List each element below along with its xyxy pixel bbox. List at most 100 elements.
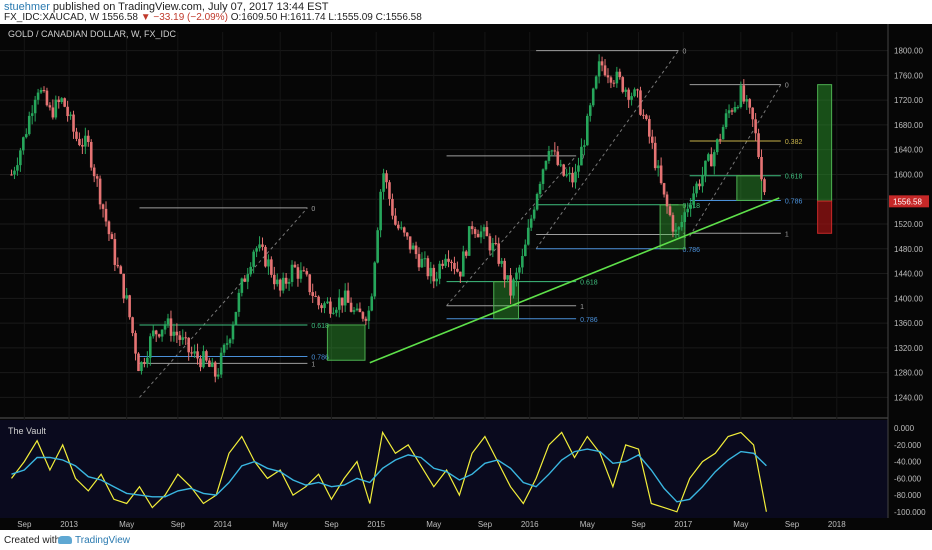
time-tick-label: Sep <box>171 520 186 529</box>
time-tick-label: May <box>580 520 595 529</box>
candle-body <box>562 164 565 176</box>
candle-body <box>258 244 261 249</box>
candle-body <box>627 89 630 100</box>
candle-body <box>340 297 344 306</box>
chart-svg[interactable]: 00.6180.786100.6180.786100.6180.786100.3… <box>0 24 932 530</box>
time-axis-bg <box>0 518 932 530</box>
candle-body <box>751 107 754 120</box>
candle-body <box>757 133 760 157</box>
candle-body <box>715 139 719 153</box>
candle-body <box>721 127 725 140</box>
time-tick-label: 2015 <box>367 520 385 529</box>
candle-body <box>704 160 707 176</box>
candle-body <box>568 172 571 175</box>
candle-body <box>754 119 757 134</box>
price-tick-label: 1280.00 <box>894 369 923 378</box>
candle-body <box>571 172 574 183</box>
candle-body <box>86 135 90 142</box>
candle-body <box>151 330 155 337</box>
candle-body <box>154 330 158 335</box>
candle-body <box>600 61 604 66</box>
candle-body <box>423 258 427 260</box>
candle-body <box>624 89 627 92</box>
candle-body <box>642 114 645 116</box>
candle-body <box>541 169 545 184</box>
candle-body <box>140 362 143 372</box>
candle-body <box>544 160 548 170</box>
candle-body <box>745 99 749 102</box>
candle-body <box>727 110 731 114</box>
candle-body <box>190 352 193 354</box>
candle-body <box>75 131 78 139</box>
candle-body <box>556 151 560 165</box>
oscillator-slow-line <box>11 448 767 503</box>
candle-body <box>633 89 636 97</box>
fib-level-label: 1 <box>311 361 315 368</box>
candle-body <box>81 145 84 147</box>
price-tick-label: 1400.00 <box>894 294 923 303</box>
created-with-text: Created with <box>4 535 61 546</box>
candle-body <box>509 275 512 296</box>
candle-body <box>181 337 185 340</box>
fib-level-label: 0 <box>785 83 789 90</box>
candle-body <box>760 156 763 180</box>
candle-body <box>314 295 317 297</box>
candle-body <box>479 231 483 238</box>
candle-body <box>278 279 282 291</box>
trendline[interactable] <box>369 197 780 364</box>
author-link[interactable]: stuehmer <box>4 1 50 13</box>
candle-body <box>515 272 518 280</box>
candle-body <box>639 90 642 115</box>
price-axis[interactable]: 1800.00 1760.00 1720.00 1680.00 1640.00 1600.… <box>887 24 932 530</box>
candle-body <box>588 105 592 116</box>
candle-body <box>337 297 341 310</box>
candle-body <box>246 274 250 282</box>
tradingview-brand-label: TradingView <box>75 535 131 546</box>
candle-body <box>402 227 406 233</box>
fib-diagonal <box>535 50 679 250</box>
candle-body <box>364 318 368 321</box>
price-tick-label: 1240.00 <box>894 393 923 402</box>
candle-body <box>577 165 580 172</box>
candle-body <box>399 227 403 229</box>
chart-area[interactable]: 00.6180.786100.6180.786100.6180.786100.3… <box>0 24 932 530</box>
candle-body <box>249 266 252 275</box>
candle-body <box>689 204 692 209</box>
publish-info: stuehmer published on TradingView.com, J… <box>4 1 329 13</box>
axis-bg <box>888 24 932 530</box>
candle-body <box>326 301 329 304</box>
candle-body <box>24 134 28 138</box>
candle-body <box>320 305 323 309</box>
risk-reward-box <box>817 84 833 234</box>
fib-level-label: 0.382 <box>785 139 803 146</box>
candle-body <box>494 243 498 245</box>
candle-body <box>290 264 294 282</box>
candle-body <box>583 145 586 147</box>
candle-body <box>45 90 49 106</box>
price-tick-label: 1720.00 <box>894 96 923 105</box>
candle-body <box>352 310 356 312</box>
candle-body <box>317 296 320 306</box>
candle-body <box>659 165 663 184</box>
candle-body <box>739 85 743 108</box>
candle-body <box>653 142 657 169</box>
fib-level-label: 0.786 <box>580 317 598 324</box>
oscillator-lines <box>11 430 767 513</box>
candle-body <box>683 212 687 223</box>
fib-level-label: 1 <box>580 304 584 311</box>
candle-body <box>208 360 211 367</box>
candle-body <box>219 352 223 375</box>
last-price-badge <box>889 195 929 208</box>
tradingview-brand[interactable]: TradingView <box>58 535 130 546</box>
candle-body <box>104 208 108 222</box>
oscillator-tick-label: -60.000 <box>894 474 922 483</box>
fibonacci-levels: 00.6180.786100.6180.786100.6180.786100.3… <box>139 49 802 398</box>
candle-body <box>482 227 486 232</box>
oscillator-tick-label: 0.000 <box>894 424 915 433</box>
candle-body <box>146 357 149 364</box>
candle-body <box>609 77 613 83</box>
candle-body <box>296 267 300 279</box>
candle-body <box>27 115 31 135</box>
price-tick-label: 1640.00 <box>894 146 923 155</box>
time-axis[interactable]: Sep 2013 May Sep 2014 May Sep 2015 May Sep 2016 May… <box>0 518 932 530</box>
